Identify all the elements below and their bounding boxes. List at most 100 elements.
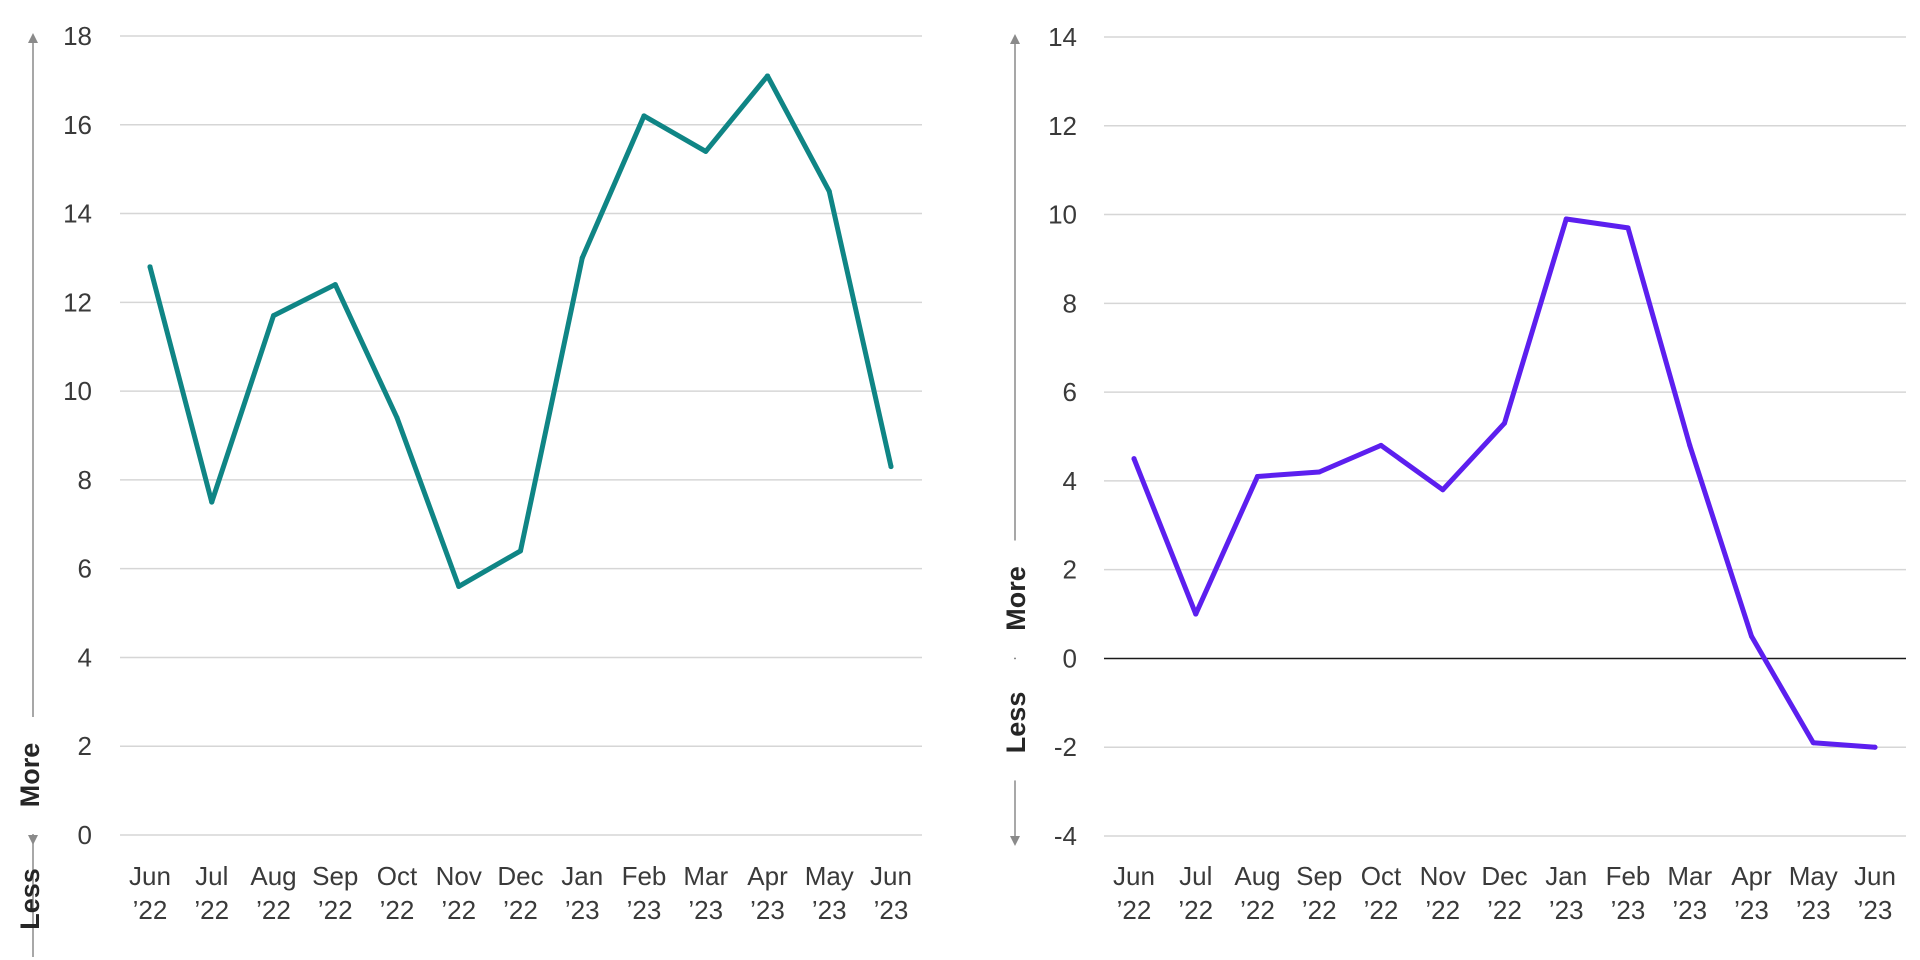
x-tick-label-month: Aug <box>1234 861 1280 891</box>
x-tick-label-month: Jan <box>1545 861 1587 891</box>
up-arrow-icon <box>1010 34 1020 44</box>
y-tick-label: 10 <box>1048 200 1077 230</box>
x-tick-label-year: ’23 <box>688 895 723 925</box>
x-tick-label-year: ’23 <box>565 895 600 925</box>
more-label: More <box>15 743 45 808</box>
x-tick-label-month: May <box>1789 861 1838 891</box>
x-tick-label-month: Dec <box>1481 861 1527 891</box>
x-tick-label-month: Jul <box>1179 861 1212 891</box>
data-point <box>1131 456 1137 462</box>
data-point <box>332 282 338 288</box>
x-tick-label-year: ’22 <box>1487 895 1522 925</box>
x-tick-label-year: ’22 <box>194 895 229 925</box>
x-tick-label-year: ’22 <box>503 895 538 925</box>
data-point <box>394 415 400 421</box>
y-tick-label: 0 <box>78 820 92 850</box>
down-arrow-icon <box>1010 836 1020 846</box>
x-tick-label-year: ’22 <box>441 895 476 925</box>
data-point <box>641 113 647 119</box>
x-tick-label-year: ’22 <box>380 895 415 925</box>
x-tick-label-year: ’23 <box>750 895 785 925</box>
y-tick-label: 14 <box>1048 22 1077 52</box>
x-tick-label-month: Aug <box>250 861 296 891</box>
x-tick-label-month: Sep <box>1296 861 1342 891</box>
chart-2: -4 -2 0 2 4 6 8 10 12 14 Jun ’22 Jul ’22 Aug ’22 Sep ’22 O… <box>1001 22 1906 925</box>
x-tick-label-year: ’22 <box>1178 895 1213 925</box>
data-point <box>1440 487 1446 493</box>
y-tick-label: -2 <box>1054 732 1077 762</box>
data-point <box>1810 740 1816 746</box>
y-tick-label: 2 <box>1063 555 1077 585</box>
up-arrow-icon <box>28 33 38 43</box>
y-tick-label: 12 <box>1048 111 1077 141</box>
down-arrow-icon <box>28 835 38 845</box>
y-tick-label: 0 <box>1063 643 1077 673</box>
x-tick-label-year: ’23 <box>1858 895 1893 925</box>
y-tick-label: 8 <box>78 465 92 495</box>
data-point <box>147 264 153 270</box>
x-tick-label-month: Jul <box>195 861 228 891</box>
x-tick-label-month: Mar <box>1667 861 1712 891</box>
x-tick-label-year: ’22 <box>318 895 353 925</box>
data-point <box>1378 442 1384 448</box>
y-tick-label: -4 <box>1054 821 1077 851</box>
data-point <box>1255 473 1260 479</box>
x-tick-label-month: Jun <box>129 861 171 891</box>
x-tick-label-month: Oct <box>377 861 418 891</box>
less-label: Less <box>15 868 45 930</box>
x-tick-label-year: ’23 <box>874 895 909 925</box>
x-tick-label-month: Sep <box>312 861 358 891</box>
data-point <box>1687 442 1693 448</box>
data-point <box>1193 611 1199 617</box>
x-tick-label-month: Jun <box>870 861 912 891</box>
x-tick-label-year: ’22 <box>1117 895 1152 925</box>
x-tick-label-month: Nov <box>436 861 482 891</box>
less-label: Less <box>1001 692 1031 754</box>
x-tick-label-year: ’22 <box>1364 895 1399 925</box>
x-tick-label-month: Feb <box>622 861 667 891</box>
data-point <box>1316 469 1322 475</box>
x-tick-label-month: Dec <box>497 861 543 891</box>
x-tick-label-month: Jan <box>561 861 603 891</box>
x-tick-label-month: Jun <box>1113 861 1155 891</box>
x-tick-label-year: ’23 <box>1611 895 1646 925</box>
y-tick-label: 10 <box>63 376 92 406</box>
x-tick-label-month: Mar <box>683 861 728 891</box>
y-tick-label: 14 <box>63 199 92 229</box>
x-tick-label-month: Jun <box>1854 861 1896 891</box>
chart-1: 0 2 4 6 8 10 12 14 16 18 Jun ’22 Jul ’22 Aug ’22 Sep ’22 O… <box>15 21 922 957</box>
x-tick-label-month: Nov <box>1420 861 1466 891</box>
series-line <box>147 73 894 589</box>
y-tick-label: 6 <box>78 554 92 584</box>
x-tick-label-year: ’23 <box>1734 895 1769 925</box>
data-point <box>1872 744 1878 750</box>
x-tick-label-year: ’22 <box>1302 895 1337 925</box>
data-point <box>1502 420 1507 426</box>
data-point <box>888 464 894 470</box>
x-tick-label-month: Apr <box>747 861 788 891</box>
data-point <box>1625 225 1631 231</box>
x-tick-label-year: ’23 <box>812 895 847 925</box>
y-tick-label: 4 <box>78 642 92 672</box>
data-point <box>826 188 832 194</box>
data-point <box>456 583 462 589</box>
y-tick-label: 16 <box>63 110 92 140</box>
data-point <box>579 255 585 261</box>
data-point <box>765 73 770 79</box>
x-tick-label-year: ’23 <box>1672 895 1707 925</box>
data-point <box>1563 216 1569 222</box>
y-tick-label: 12 <box>63 287 92 317</box>
more-label: More <box>1001 566 1031 631</box>
x-tick-label-year: ’23 <box>1796 895 1831 925</box>
y-tick-label: 6 <box>1063 377 1077 407</box>
x-tick-label-month: Oct <box>1361 861 1402 891</box>
data-point <box>518 548 523 554</box>
y-tick-label: 18 <box>63 21 92 51</box>
x-tick-label-year: ’22 <box>133 895 168 925</box>
y-tick-label: 4 <box>1063 466 1077 496</box>
x-tick-label-month: Feb <box>1606 861 1651 891</box>
data-point <box>703 148 709 154</box>
x-tick-label-year: ’23 <box>627 895 662 925</box>
x-tick-label-year: ’22 <box>1425 895 1460 925</box>
